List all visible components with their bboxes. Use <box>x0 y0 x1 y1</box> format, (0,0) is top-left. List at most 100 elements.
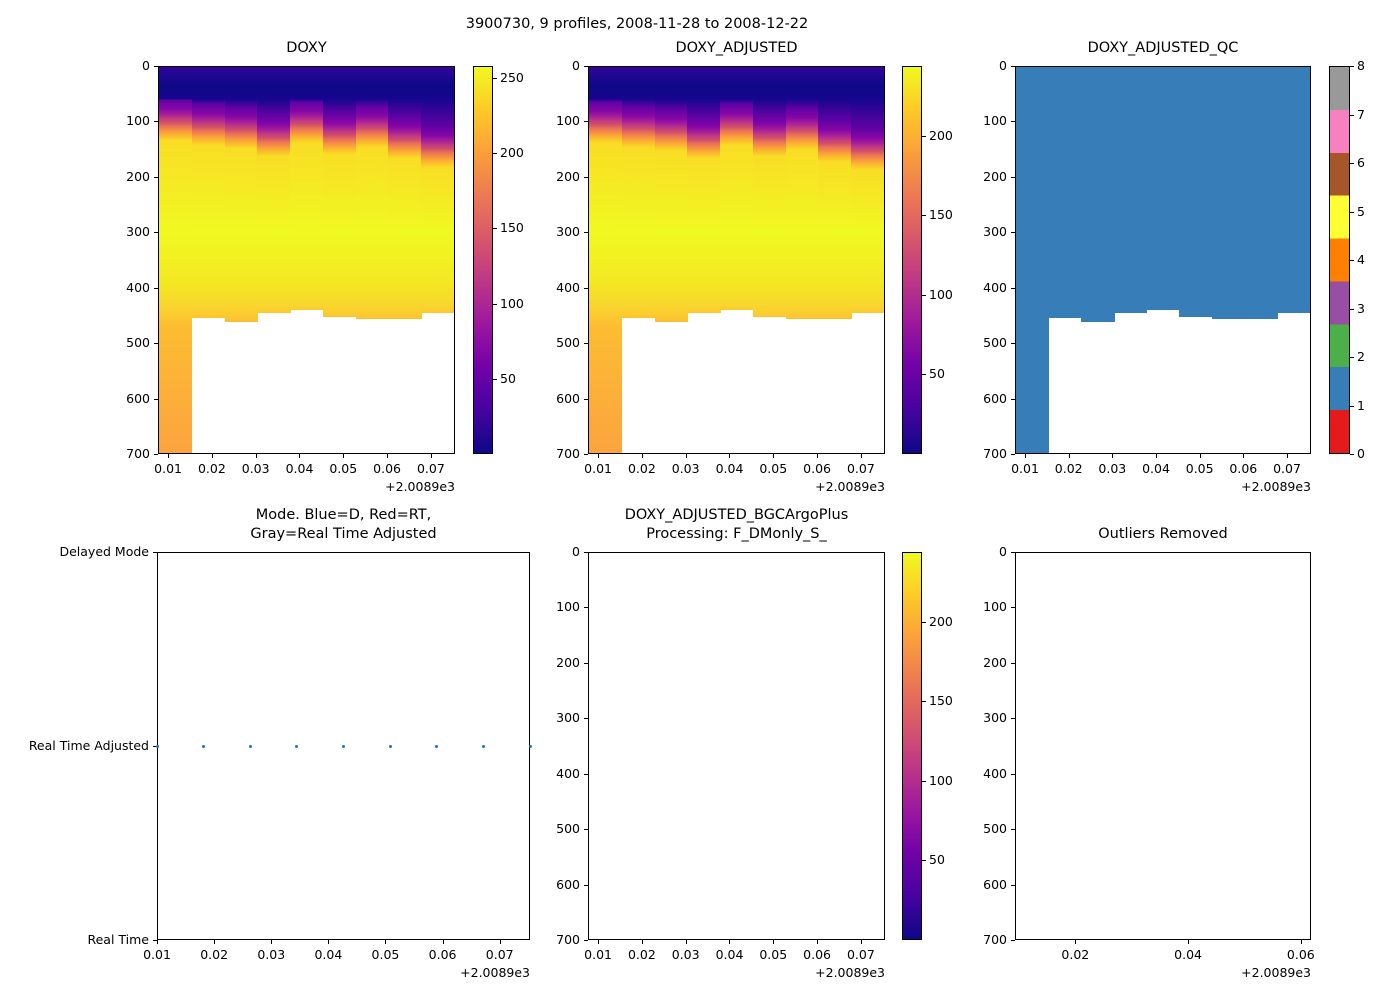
colorbar-tick <box>922 135 926 137</box>
x-tick-label: 0.04 <box>715 947 744 962</box>
x-tick-label: 0.03 <box>671 461 700 476</box>
qc-profile-column <box>1114 67 1148 314</box>
x-tick <box>1068 454 1070 458</box>
y-tick <box>154 343 158 345</box>
x-tick-label: 0.04 <box>1142 461 1170 476</box>
x-tick <box>1112 454 1114 458</box>
x-axis-offset-label: +2.0089e3 <box>815 479 885 494</box>
y-tick <box>154 398 158 400</box>
colorbar-tick <box>922 374 926 376</box>
mode-data-point <box>482 744 486 748</box>
y-tick-label: Real Time Adjusted <box>28 738 149 753</box>
x-tick <box>168 454 170 458</box>
colorbar-tick <box>493 153 497 155</box>
x-tick <box>817 940 819 944</box>
doxy-profile-column <box>159 67 193 453</box>
x-tick <box>255 454 257 458</box>
axes-title-mode: Mode. Blue=D, Red=RT, Gray=Real Time Adj… <box>250 507 437 542</box>
y-tick <box>1011 662 1015 664</box>
x-axis-offset-label: +2.0089e3 <box>1241 479 1311 494</box>
y-tick <box>1011 607 1015 609</box>
axes-title-doxy: DOXY <box>286 40 327 56</box>
doxy_adjusted-profile-column <box>851 67 884 313</box>
x-axis-offset-label: +2.0089e3 <box>460 965 530 980</box>
x-tick <box>641 940 643 944</box>
y-tick-label: 0 <box>572 58 580 73</box>
x-tick <box>598 940 600 944</box>
colorbar-tick <box>922 621 926 623</box>
y-tick <box>584 176 588 178</box>
x-tick-label: 0.02 <box>627 461 656 476</box>
colorbar-tick <box>1350 454 1354 455</box>
colorbar-tick-label: 150 <box>500 220 524 236</box>
y-tick <box>584 829 588 831</box>
y-tick <box>1011 454 1015 455</box>
y-tick-label: 400 <box>983 279 1007 295</box>
y-tick-label: 600 <box>556 876 580 892</box>
colorbar-tick-label: 150 <box>929 693 953 709</box>
doxy_adjusted-profile-column <box>785 67 820 319</box>
x-tick-label: 0.06 <box>803 461 832 476</box>
y-tick-label: 0 <box>999 58 1007 73</box>
y-tick-label: 700 <box>983 932 1007 947</box>
doxy-profile-column <box>388 67 422 319</box>
mode-data-point <box>155 744 159 748</box>
x-tick <box>214 940 216 944</box>
mode-data-point <box>202 744 206 748</box>
qc-profile-column <box>1277 67 1310 313</box>
y-tick <box>154 66 158 67</box>
y-tick <box>584 884 588 886</box>
x-tick-label: 0.07 <box>846 947 875 962</box>
qc-profile-column <box>1016 67 1050 453</box>
x-tick-label: 0.05 <box>329 461 358 476</box>
y-tick <box>584 718 588 720</box>
y-tick <box>584 398 588 400</box>
y-tick-label: 700 <box>556 932 580 947</box>
x-tick-label: 0.03 <box>241 461 270 476</box>
x-tick-label: 0.07 <box>846 461 875 476</box>
axes-doxy_adjusted <box>588 66 885 454</box>
axes-title-doxy_adjusted: DOXY_ADJUSTED <box>675 40 798 56</box>
doxy_adjusted-profile-column <box>720 67 754 311</box>
x-tick-label: 0.04 <box>285 461 314 476</box>
x-axis-offset-label: +2.0089e3 <box>815 965 885 980</box>
doxy_adjusted-heatmap <box>589 67 884 453</box>
x-tick-label: 0.05 <box>371 947 400 962</box>
colorbar-tick-label: 50 <box>500 370 516 386</box>
colorbar-doxy <box>473 66 493 454</box>
x-tick-label: 0.05 <box>759 947 788 962</box>
colorbar-tick-label: 50 <box>929 366 945 382</box>
x-tick-label: 0.03 <box>671 947 700 962</box>
y-tick <box>153 552 157 553</box>
qc-profile-column <box>1146 67 1180 311</box>
axes-outliers <box>1015 552 1311 940</box>
colorbar-tick <box>1350 163 1354 164</box>
y-tick <box>584 232 588 234</box>
colorbar-tick <box>1350 405 1354 407</box>
x-tick <box>1243 454 1245 458</box>
x-tick-label: 0.07 <box>416 461 445 476</box>
y-tick-label: 200 <box>556 168 580 184</box>
x-tick <box>299 454 301 458</box>
x-tick-label: 0.04 <box>314 947 343 962</box>
colorbar-tick <box>493 303 497 305</box>
y-tick <box>1011 343 1015 345</box>
colorbar-tick <box>1350 308 1354 310</box>
y-tick-label: 500 <box>983 335 1007 351</box>
y-tick <box>1011 398 1015 400</box>
y-tick-label: 0 <box>999 544 1007 559</box>
x-tick <box>817 454 819 458</box>
colorbar-tick-label: 150 <box>929 207 953 223</box>
y-tick-label: 100 <box>126 113 150 129</box>
y-tick <box>1011 121 1015 123</box>
y-tick-label: 300 <box>983 710 1007 726</box>
x-tick-label: 0.05 <box>759 461 788 476</box>
doxy-profile-column <box>224 67 258 322</box>
x-tick <box>1188 940 1190 944</box>
colorbar-tick <box>1350 357 1354 358</box>
y-tick-label: 500 <box>126 335 150 351</box>
y-tick <box>154 176 158 178</box>
y-tick-label: 0 <box>572 544 580 559</box>
axes-doxy <box>158 66 455 454</box>
colorbar-tick-label: 8 <box>1357 58 1365 73</box>
